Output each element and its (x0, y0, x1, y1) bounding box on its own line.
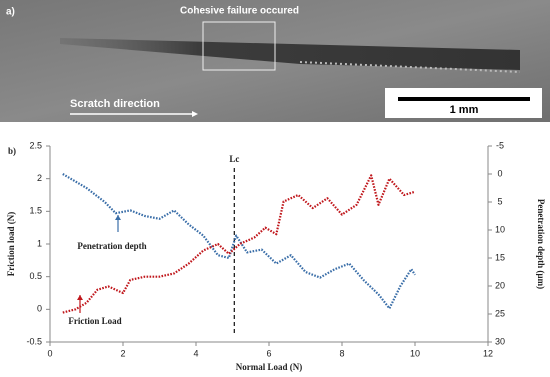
y-tick-label: 1.5 (29, 206, 42, 216)
scale-label: 1 mm (450, 104, 479, 116)
y-tick-label: 1 (37, 238, 42, 248)
scratch-track (60, 38, 520, 70)
sem-image: a) Cohesive failure occured Scratch dire… (0, 0, 550, 122)
y2-tick-label: 0 (497, 168, 502, 178)
y-tick-label: 2.5 (29, 140, 42, 150)
y2-tick-label: 10 (495, 224, 505, 234)
x-tick-label: 6 (266, 348, 271, 358)
x-tick-label: 10 (410, 348, 420, 358)
box-label: Cohesive failure occured (180, 6, 299, 17)
x-tick-label: 8 (339, 348, 344, 358)
y-tick-label: 0.5 (29, 271, 42, 281)
y2-tick-label: -5 (496, 140, 504, 150)
x-axis-label: Normal Load (N) (236, 362, 303, 372)
x-tick-label: 2 (120, 348, 125, 358)
legend-entry: Penetration depth (77, 241, 146, 251)
panel-label: a) (6, 7, 15, 18)
legend-entry: Friction Load (68, 316, 121, 326)
y2-tick-label: 20 (495, 280, 505, 290)
direction-label: Scratch direction (70, 98, 160, 110)
x-tick-label: 0 (47, 348, 52, 358)
y2-tick-label: 30 (495, 336, 505, 346)
debris (299, 61, 521, 73)
callout-arrowhead (115, 215, 121, 220)
y2-tick-label: 25 (495, 308, 505, 318)
y-tick-label: 2 (37, 173, 42, 183)
failure-box (202, 21, 276, 71)
series-line (62, 173, 416, 310)
x-tick-label: 4 (193, 348, 198, 358)
x-tick-label: 12 (483, 348, 493, 358)
panel-label: b) (8, 146, 16, 156)
scale-box (385, 88, 542, 118)
y-axis-label: Friction load (N) (6, 212, 16, 277)
callout-arrowhead (77, 295, 83, 300)
direction-arrowhead (192, 111, 198, 117)
y2-tick-label: 5 (497, 196, 502, 206)
y-tick-label: -0.5 (26, 336, 42, 346)
y2-tick-label: 15 (495, 252, 505, 262)
y2-axis-label: Penetration depth (µm) (536, 199, 546, 289)
y-tick-label: 0 (37, 304, 42, 314)
annotation: Lc (229, 154, 239, 164)
